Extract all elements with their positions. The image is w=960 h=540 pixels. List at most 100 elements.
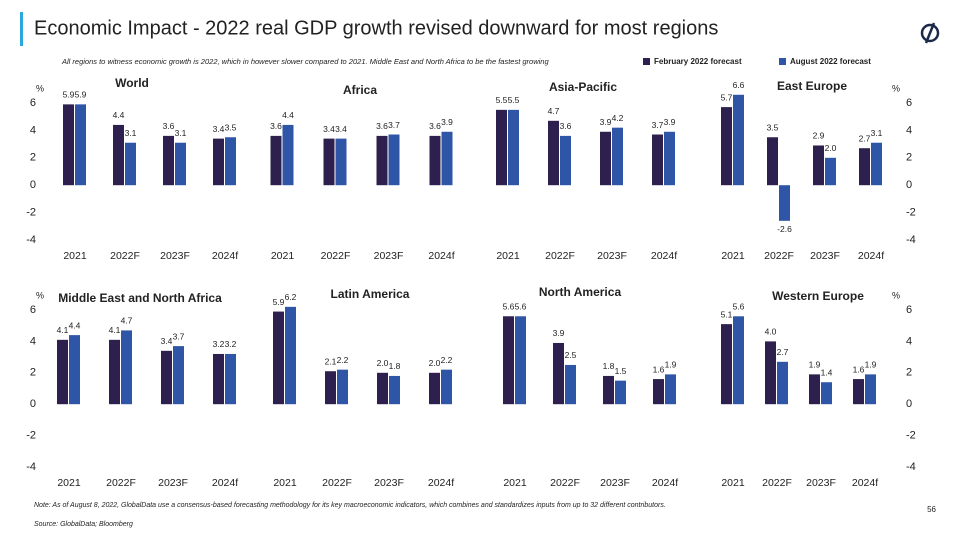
data-label: 6.2 xyxy=(285,292,297,302)
x-tick-label: 2022F xyxy=(321,250,351,262)
x-tick-label: 2021 xyxy=(57,477,81,489)
bar xyxy=(765,341,776,405)
y-axis-label: % xyxy=(36,290,44,300)
x-tick-label: 2024f xyxy=(852,477,878,489)
x-tick-label: 2022F xyxy=(322,477,352,489)
legend-label: August 2022 forecast xyxy=(790,57,871,66)
y-tick-label: 2 xyxy=(30,152,36,164)
y-tick-label: -2 xyxy=(26,430,36,442)
slide-title: Economic Impact - 2022 real GDP growth r… xyxy=(34,17,718,39)
bar xyxy=(777,361,788,405)
accent-bar xyxy=(20,12,23,46)
data-label: 5.9 xyxy=(63,90,75,100)
x-tick-label: 2023F xyxy=(374,250,404,262)
bar xyxy=(285,306,296,405)
y-tick-label: -2 xyxy=(26,207,36,219)
bar xyxy=(825,157,836,186)
bar xyxy=(323,138,335,186)
data-label: 4.2 xyxy=(612,113,624,123)
note: Note: As of August 8, 2022, GlobalData u… xyxy=(34,502,666,509)
bar xyxy=(503,316,514,405)
data-label: 5.5 xyxy=(508,95,520,105)
bar xyxy=(821,382,832,405)
bar xyxy=(377,372,388,405)
data-label: 1.5 xyxy=(615,366,627,376)
chart-title: Latin America xyxy=(331,287,410,301)
data-label: 4.4 xyxy=(69,320,81,330)
y-tick-label: 0 xyxy=(906,179,912,191)
x-tick-label: 2021 xyxy=(273,477,297,489)
x-tick-label: 2024f xyxy=(212,250,238,262)
y-tick-label: -2 xyxy=(906,207,916,219)
data-label: 2.9 xyxy=(813,131,825,141)
x-tick-label: 2024f xyxy=(651,250,677,262)
x-tick-label: 2022F xyxy=(762,477,792,489)
x-tick-label: 2024f xyxy=(652,477,678,489)
bar xyxy=(389,375,400,405)
x-tick-label: 2021 xyxy=(271,250,295,262)
y-tick-label: 4 xyxy=(30,335,36,347)
x-tick-label: 2022F xyxy=(545,250,575,262)
chart-title: Western Europe xyxy=(772,289,864,303)
bar xyxy=(615,380,626,405)
data-label: 3.6 xyxy=(270,121,282,131)
data-label: 3.7 xyxy=(388,120,400,130)
chart-title: East Europe xyxy=(777,79,847,93)
y-tick-label: 4 xyxy=(906,335,912,347)
bar xyxy=(75,104,86,186)
y-tick-label: 0 xyxy=(30,179,36,191)
logo xyxy=(920,22,940,44)
data-label: 3.7 xyxy=(173,331,185,341)
data-label: 3.9 xyxy=(600,117,612,127)
bar xyxy=(548,120,559,186)
bar xyxy=(721,324,732,405)
y-tick-label: 6 xyxy=(906,97,912,109)
bar xyxy=(733,316,744,405)
data-label: 3.4 xyxy=(323,124,335,134)
bar xyxy=(161,350,172,405)
bar xyxy=(388,134,400,186)
bar xyxy=(813,145,824,186)
x-tick-label: 2023F xyxy=(374,477,404,489)
y-tick-label: 2 xyxy=(906,152,912,164)
x-tick-label: 2022F xyxy=(550,477,580,489)
data-label: 3.9 xyxy=(553,328,565,338)
data-label: 3.4 xyxy=(213,124,225,134)
data-label: 5.9 xyxy=(273,297,285,307)
bar xyxy=(63,104,74,186)
bar xyxy=(441,369,452,405)
data-label: 1.9 xyxy=(665,360,677,370)
y-tick-label: -4 xyxy=(26,461,36,473)
y-tick-label: -2 xyxy=(906,430,916,442)
x-tick-label: 2022F xyxy=(106,477,136,489)
x-tick-label: 2022F xyxy=(110,250,140,262)
data-label: 5.6 xyxy=(733,302,745,312)
data-label: 3.1 xyxy=(125,128,137,138)
bar xyxy=(553,342,564,405)
bar xyxy=(113,124,124,186)
bar xyxy=(779,185,790,221)
x-tick-label: 2022F xyxy=(764,250,794,262)
bar xyxy=(69,335,80,405)
y-tick-label: 0 xyxy=(906,398,912,410)
data-label: 2.0 xyxy=(377,358,389,368)
subtitle: All regions to witness economic growth i… xyxy=(61,57,549,66)
bar xyxy=(441,131,453,186)
y-axis-label: % xyxy=(36,83,44,93)
bar xyxy=(213,353,224,405)
bar xyxy=(600,131,611,186)
x-tick-label: 2024f xyxy=(212,477,238,489)
chart-title: North America xyxy=(539,285,622,299)
data-label: 5.9 xyxy=(75,90,87,100)
bar xyxy=(733,94,744,186)
bar xyxy=(429,135,441,186)
x-tick-label: 2021 xyxy=(63,250,87,262)
y-tick-label: 2 xyxy=(906,367,912,379)
x-tick-label: 2023F xyxy=(806,477,836,489)
bar xyxy=(121,330,132,405)
data-label: 3.4 xyxy=(161,336,173,346)
y-tick-label: 6 xyxy=(906,304,912,316)
bar xyxy=(612,127,623,186)
data-label: 3.2 xyxy=(225,339,237,349)
data-label: 1.6 xyxy=(653,364,665,374)
